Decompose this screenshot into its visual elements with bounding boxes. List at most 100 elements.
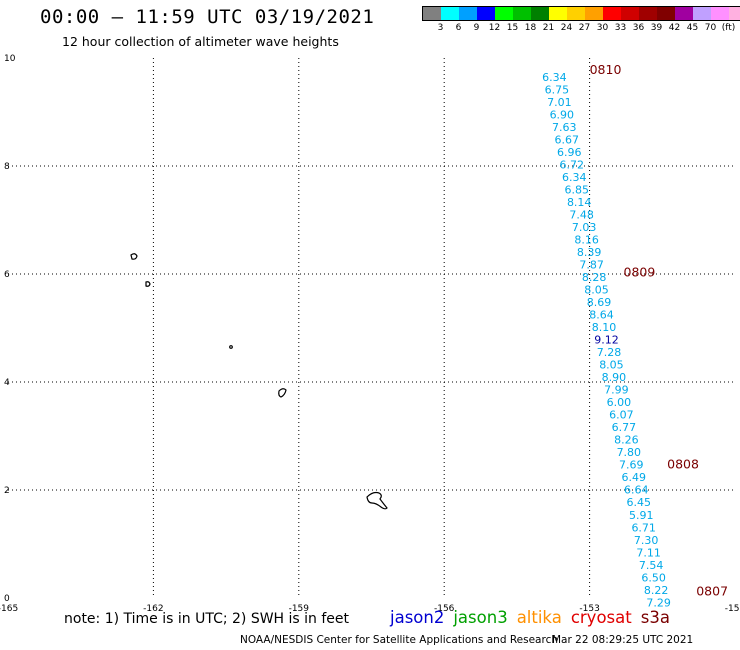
x-tick-label: -159 xyxy=(289,604,310,614)
island-oahu xyxy=(145,281,151,287)
legend-tick-label: 27 xyxy=(578,23,591,33)
legend-swatch xyxy=(711,7,729,20)
legend-swatch xyxy=(549,7,567,20)
swh-value-label: 6.34 xyxy=(542,71,567,84)
satellite-legend: jason2 jason3 altika cryosat s3a xyxy=(390,608,679,627)
swh-value-label: 6.45 xyxy=(626,496,651,509)
legend-tick-label: 39 xyxy=(650,23,663,33)
swh-value-label: 5.91 xyxy=(629,509,654,522)
swh-value-label: 8.26 xyxy=(614,434,639,447)
legend-swatch xyxy=(729,7,740,20)
x-tick-label: -165 xyxy=(0,604,18,614)
legend-tick-label: 70 xyxy=(704,23,717,33)
swh-value-label: 7.29 xyxy=(646,596,671,609)
legend-tick-label: 24 xyxy=(560,23,573,33)
legend-swatch xyxy=(513,7,531,20)
swh-value-label: 8.39 xyxy=(577,246,602,259)
island-outlines xyxy=(130,253,388,510)
swh-value-label: 7.30 xyxy=(634,534,659,547)
swh-value-label: 7.63 xyxy=(552,121,577,134)
swh-value-label: 8.14 xyxy=(567,196,592,209)
swh-value-label: 7.54 xyxy=(639,559,664,572)
legend-tick-labels: 3 6 9 12 15 18 21 24 27 30 33 36 39 42 45 70 (ft) xyxy=(422,21,740,35)
swh-value-label: 7.48 xyxy=(569,209,594,222)
legend-swatch xyxy=(531,7,549,20)
swh-value-label: 7.11 xyxy=(636,546,661,559)
pass-time-label: 0810 xyxy=(590,62,622,77)
swh-value-label: 6.50 xyxy=(641,571,666,584)
swh-value-label: 7.28 xyxy=(597,346,622,359)
pass-time-label: 0807 xyxy=(696,583,728,598)
island-hawaii xyxy=(366,491,388,510)
legend-swatch xyxy=(495,7,513,20)
swh-value-label: 7.01 xyxy=(547,96,572,109)
x-tick-label: -153 xyxy=(579,604,599,614)
swh-value-label: 6.71 xyxy=(631,521,656,534)
swh-value-label: 6.64 xyxy=(624,484,649,497)
satellite-name-altika: altika xyxy=(516,608,562,627)
island-molokai xyxy=(229,345,233,349)
pass-time-label: 0808 xyxy=(667,456,699,471)
swh-value-label: 6.72 xyxy=(560,158,585,171)
swh-value-label: 6.34 xyxy=(562,171,587,184)
legend-swatch xyxy=(639,7,657,20)
footer-note: note: 1) Time is in UTC; 2) SWH is in fe… xyxy=(64,611,350,627)
swh-value-label: 6.67 xyxy=(555,133,580,146)
satellite-name-cryosat: cryosat xyxy=(570,608,632,627)
swh-value-label: 6.75 xyxy=(545,83,570,96)
legend-tick-label: 9 xyxy=(473,23,480,33)
pass-time-labels: 0810 0809 0808 0807 xyxy=(590,62,728,598)
legend-tick-label: 15 xyxy=(506,23,519,33)
map-grid: -165 -162 -159 -156 -153 -150 10 8 6 4 2 0 xyxy=(0,54,740,614)
legend-swatch xyxy=(675,7,693,20)
y-tick-label: 8 xyxy=(4,162,10,172)
legend-tick-label: 45 xyxy=(686,23,699,33)
chart-subtitle: 12 hour collection of altimeter wave hei… xyxy=(62,34,339,49)
swh-value-label: 7.80 xyxy=(617,446,642,459)
legend-swatch xyxy=(657,7,675,20)
swh-value-label: 7.87 xyxy=(579,259,604,272)
y-tick-label: 4 xyxy=(4,378,10,388)
y-tick-label: 10 xyxy=(4,54,16,64)
x-tick-label: -162 xyxy=(143,604,163,614)
legend-tick-label: 30 xyxy=(596,23,609,33)
swh-value-label: 6.77 xyxy=(612,421,637,434)
legend-swatch xyxy=(693,7,711,20)
swh-value-label: 6.96 xyxy=(557,146,582,159)
color-scale-legend: 3 6 9 12 15 18 21 24 27 30 33 36 39 42 45 70 (ft) xyxy=(422,6,740,35)
legend-tick-label: 42 xyxy=(668,23,681,33)
legend-swatch xyxy=(423,7,441,20)
swh-value-label: 8.05 xyxy=(599,359,624,372)
swh-value-label: 8.10 xyxy=(592,321,617,334)
legend-tick-label: 33 xyxy=(614,23,627,33)
legend-swatch xyxy=(459,7,477,20)
satellite-name-jason3: jason3 xyxy=(453,608,508,627)
swh-value-label: 6.00 xyxy=(607,396,632,409)
pass-time-label: 0809 xyxy=(624,265,656,280)
y-tick-label: 2 xyxy=(4,486,10,496)
legend-swatches xyxy=(422,6,740,21)
legend-swatch xyxy=(477,7,495,20)
legend-tick-label: 21 xyxy=(542,23,555,33)
y-tick-label: 6 xyxy=(4,270,10,280)
swh-value-label: 8.64 xyxy=(589,309,614,322)
credit-line: NOAA/NESDIS Center for Satellite Applica… xyxy=(240,634,558,646)
legend-swatch xyxy=(567,7,585,20)
island-maui xyxy=(278,388,287,398)
legend-swatch xyxy=(621,7,639,20)
swh-value-label: 6.85 xyxy=(564,183,589,196)
swh-labels: 6.346.757.016.907.636.676.966.726.346.85… xyxy=(542,71,671,609)
swh-value-label: 7.03 xyxy=(572,221,597,234)
y-tick-label: 0 xyxy=(4,594,10,604)
legend-swatch xyxy=(603,7,621,20)
swh-value-label: 6.90 xyxy=(550,108,575,121)
x-tick-label: -150 xyxy=(725,604,740,614)
swh-value-label: 8.05 xyxy=(584,284,609,297)
swh-value-label: 8.28 xyxy=(582,271,607,284)
swh-value-label: 8.16 xyxy=(574,234,599,247)
legend-tick-label: 36 xyxy=(632,23,645,33)
x-tick-label: -156 xyxy=(434,604,455,614)
swh-value-label: 7.99 xyxy=(604,384,629,397)
chart-title: 00:00 — 11:59 UTC 03/19/2021 xyxy=(40,6,375,28)
island-kauai xyxy=(130,253,138,260)
